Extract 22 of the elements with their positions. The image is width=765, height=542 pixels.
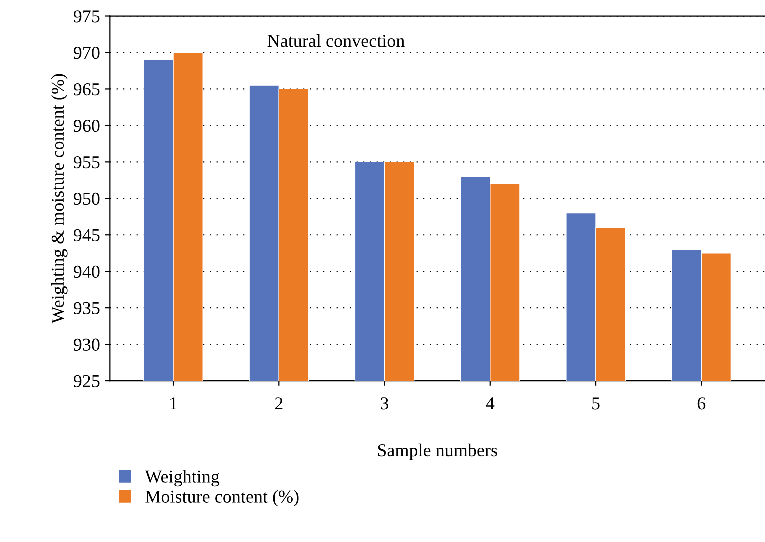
text: Natural convection [268, 34, 405, 48]
y-tick-label: 930 [74, 338, 100, 351]
legend-label: Weighting [145, 470, 220, 487]
y-axis-title: Weighting & moisture content (%) [51, 74, 68, 324]
x-axis-title: Sample numbers [378, 444, 498, 460]
x-tick-label: 1 [170, 398, 177, 410]
x-tick-label: 2 [275, 398, 283, 410]
y-tick-label: 950 [74, 192, 100, 206]
y-tick-label: 975 [74, 10, 100, 23]
x-tick-label: 5 [592, 398, 600, 410]
y-tick-label: 935 [74, 302, 100, 315]
legend-label: Moisture content (%) [146, 490, 299, 507]
x-tick-label: 4 [486, 398, 495, 410]
x-tick-label: 3 [381, 398, 389, 410]
y-tick-label: 955 [74, 156, 100, 169]
y-tick-label: 970 [74, 46, 100, 60]
y-tick-label: 925 [74, 375, 100, 388]
y-tick-label: 965 [74, 84, 100, 96]
y-tick-label: 940 [74, 266, 100, 278]
x-tick-label: 6 [698, 398, 706, 410]
y-tick-label: 960 [74, 120, 100, 132]
y-tick-label: 945 [74, 229, 100, 242]
